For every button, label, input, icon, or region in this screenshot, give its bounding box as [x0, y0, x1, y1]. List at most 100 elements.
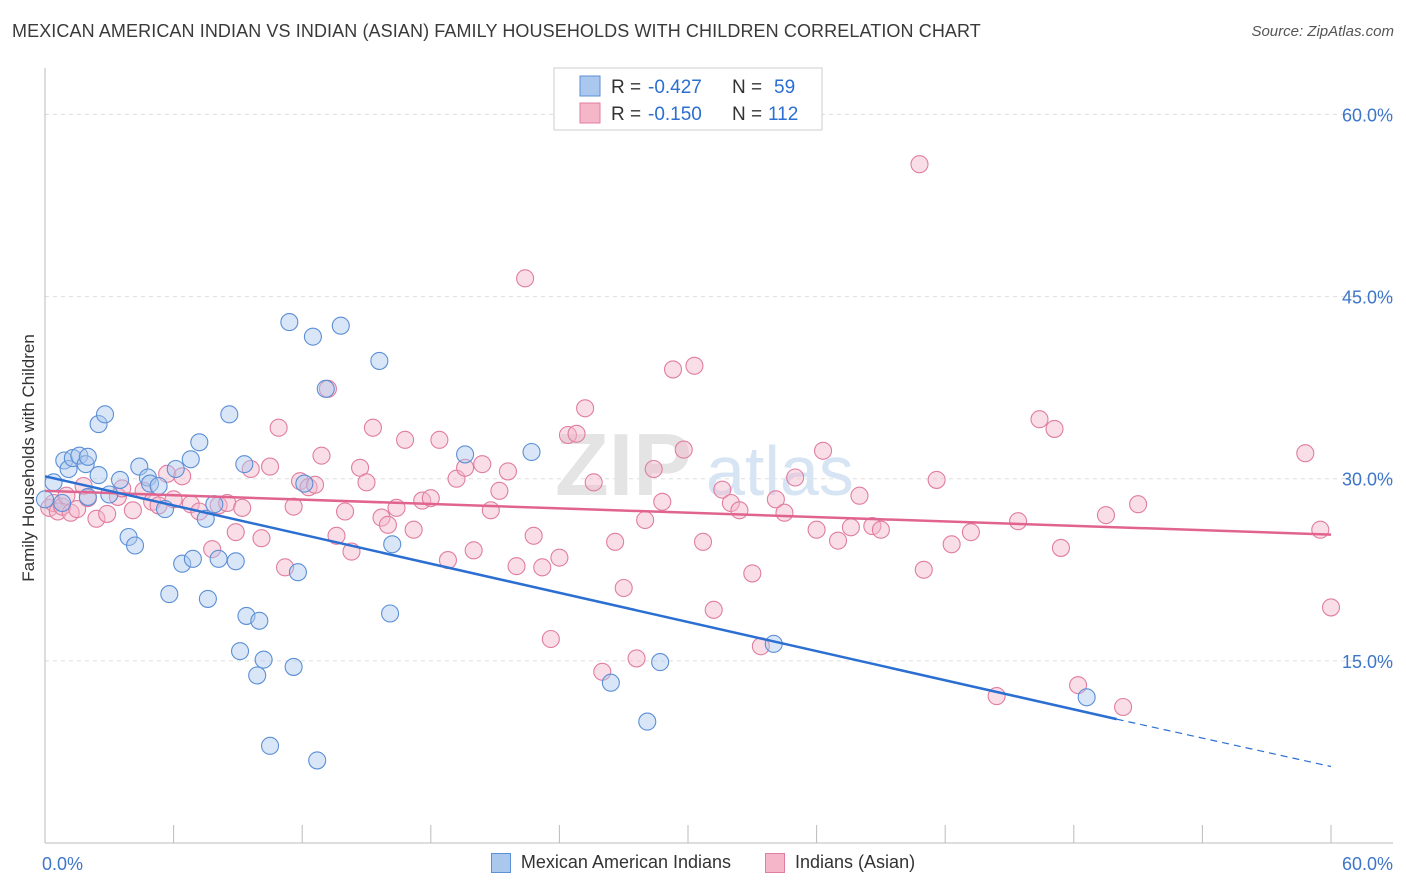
trend-lines	[44, 475, 1332, 768]
stats-r-value-2: -0.150	[648, 104, 702, 125]
indians-asian-point-65	[550, 548, 569, 567]
mexican-american-indians-point-2	[53, 493, 72, 513]
indians-asian-point-54	[456, 458, 475, 477]
indians-asian-point-42	[357, 473, 376, 492]
indians-asian-point-63	[533, 558, 552, 577]
indians-asian-point-30	[269, 418, 288, 437]
indians-asian-point-38	[327, 526, 346, 545]
stats-legend-swatch-blue	[579, 75, 601, 97]
mexican-american-indians-point-37	[248, 666, 267, 685]
indians-asian-point-104	[1030, 410, 1049, 429]
indians-asian-point-68	[576, 399, 595, 418]
indians-asian-point-80	[693, 532, 713, 551]
indians-asian-point-60	[507, 557, 526, 576]
indians-asian-point-98	[914, 560, 933, 579]
mexican-american-indians-point-10	[89, 466, 108, 485]
series-mexican-american-indians-points	[35, 313, 1096, 770]
indians-asian-point-103	[1009, 512, 1028, 531]
mexican-american-indians-point-49	[370, 351, 389, 370]
indians-asian-point-96	[871, 520, 890, 539]
mexican-american-indians-point-58	[1077, 688, 1096, 707]
trend-line-indians-asian	[44, 489, 1332, 536]
indians-asian-point-64	[541, 629, 560, 649]
mexican-american-indians-point-27	[190, 433, 209, 452]
indians-asian-point-57	[481, 501, 500, 520]
mexican-american-indians-point-40	[260, 736, 280, 755]
indians-asian-point-82	[713, 480, 732, 499]
indians-asian-point-90	[807, 520, 826, 539]
indians-asian-point-9	[87, 509, 106, 528]
mexican-american-indians-point-41	[280, 313, 299, 332]
mexican-american-indians-point-29	[198, 589, 217, 608]
indians-asian-point-112	[1311, 520, 1330, 539]
mexican-american-indians-point-48	[331, 316, 350, 335]
stats-n-value-1: 59	[774, 77, 795, 98]
indians-asian-point-26	[233, 498, 252, 517]
mexican-american-indians-point-0	[35, 490, 55, 509]
indians-asian-point-100	[942, 535, 961, 554]
indians-asian-point-72	[614, 578, 633, 598]
legend-item-mexican-american-indians[interactable]: Mexican American Indians	[490, 852, 732, 873]
indians-asian-point-84	[730, 501, 749, 520]
indians-asian-point-92	[828, 531, 848, 550]
indians-asian-point-69	[584, 473, 603, 492]
indians-asian-point-36	[312, 446, 331, 465]
mexican-american-indians-point-56	[651, 653, 670, 672]
indians-asian-point-44	[372, 508, 391, 527]
indians-asian-point-67	[567, 424, 586, 443]
indians-asian-point-111	[1296, 444, 1315, 463]
indians-asian-point-79	[685, 356, 704, 375]
indians-asian-point-62	[524, 526, 543, 545]
indians-asian-point-73	[627, 649, 646, 668]
indians-asian-point-10	[98, 504, 117, 523]
legend-item-indians-asian[interactable]: Indians (Asian)	[765, 852, 915, 873]
stats-legend-swatch-pink	[579, 102, 601, 124]
legend-label-mexican-american-indians: Mexican American Indians	[520, 852, 732, 872]
mexican-american-indians-point-55	[638, 712, 657, 731]
indians-asian-point-99	[927, 470, 946, 489]
x-tick-label-0: 0.0%	[42, 854, 83, 874]
legend-swatch-pink	[765, 852, 786, 873]
grid-lines	[45, 113, 1393, 662]
trend-line-mexican-american-indians-extension	[1116, 718, 1332, 768]
mexican-american-indians-point-26	[183, 549, 202, 568]
indians-asian-point-110	[1129, 495, 1148, 514]
indians-asian-point-108	[1096, 506, 1115, 525]
mexican-american-indians-point-32	[220, 405, 239, 424]
indians-asian-point-19	[173, 467, 192, 486]
watermark: ZIP atlas	[555, 415, 854, 514]
mexican-american-indians-point-42	[284, 657, 303, 676]
indians-asian-point-74	[636, 510, 655, 530]
indians-asian-point-81	[704, 600, 723, 619]
indians-asian-point-89	[786, 468, 805, 487]
x-tick-label-1: 60.0%	[1342, 854, 1393, 874]
mexican-american-indians-point-46	[308, 751, 327, 770]
chart-title: MEXICAN AMERICAN INDIAN VS INDIAN (ASIAN…	[12, 21, 981, 41]
indians-asian-point-61	[516, 269, 535, 288]
indians-asian-point-22	[203, 540, 222, 559]
indians-asian-point-56	[473, 455, 492, 474]
mexican-american-indians-point-30	[205, 495, 224, 514]
mexican-american-indians-point-11	[89, 415, 108, 434]
mexican-american-indians-point-52	[456, 445, 475, 464]
indians-asian-point-113	[1321, 598, 1341, 617]
mexican-american-indians-point-7	[76, 455, 95, 474]
indians-asian-point-106	[1051, 538, 1070, 557]
indians-asian-point-58	[490, 481, 509, 500]
legend-label-indians-asian: Indians (Asian)	[795, 852, 916, 872]
indians-asian-point-78	[674, 440, 693, 459]
indians-asian-point-59	[498, 462, 518, 481]
mexican-american-indians-point-24	[173, 554, 192, 573]
indians-asian-point-29	[260, 457, 280, 476]
mexican-american-indians-point-34	[230, 642, 250, 661]
mexican-american-indians-point-33	[226, 552, 245, 571]
mexican-american-indians-point-25	[181, 450, 200, 469]
mexican-american-indians-point-51	[381, 604, 400, 623]
indians-asian-point-93	[841, 518, 860, 537]
mexican-american-indians-point-47	[316, 379, 335, 398]
legend-swatch-blue	[490, 852, 511, 873]
trend-line-mexican-american-indians	[44, 475, 1117, 721]
stats-n-label-1: N =	[732, 77, 762, 98]
indians-asian-point-43	[363, 418, 382, 437]
